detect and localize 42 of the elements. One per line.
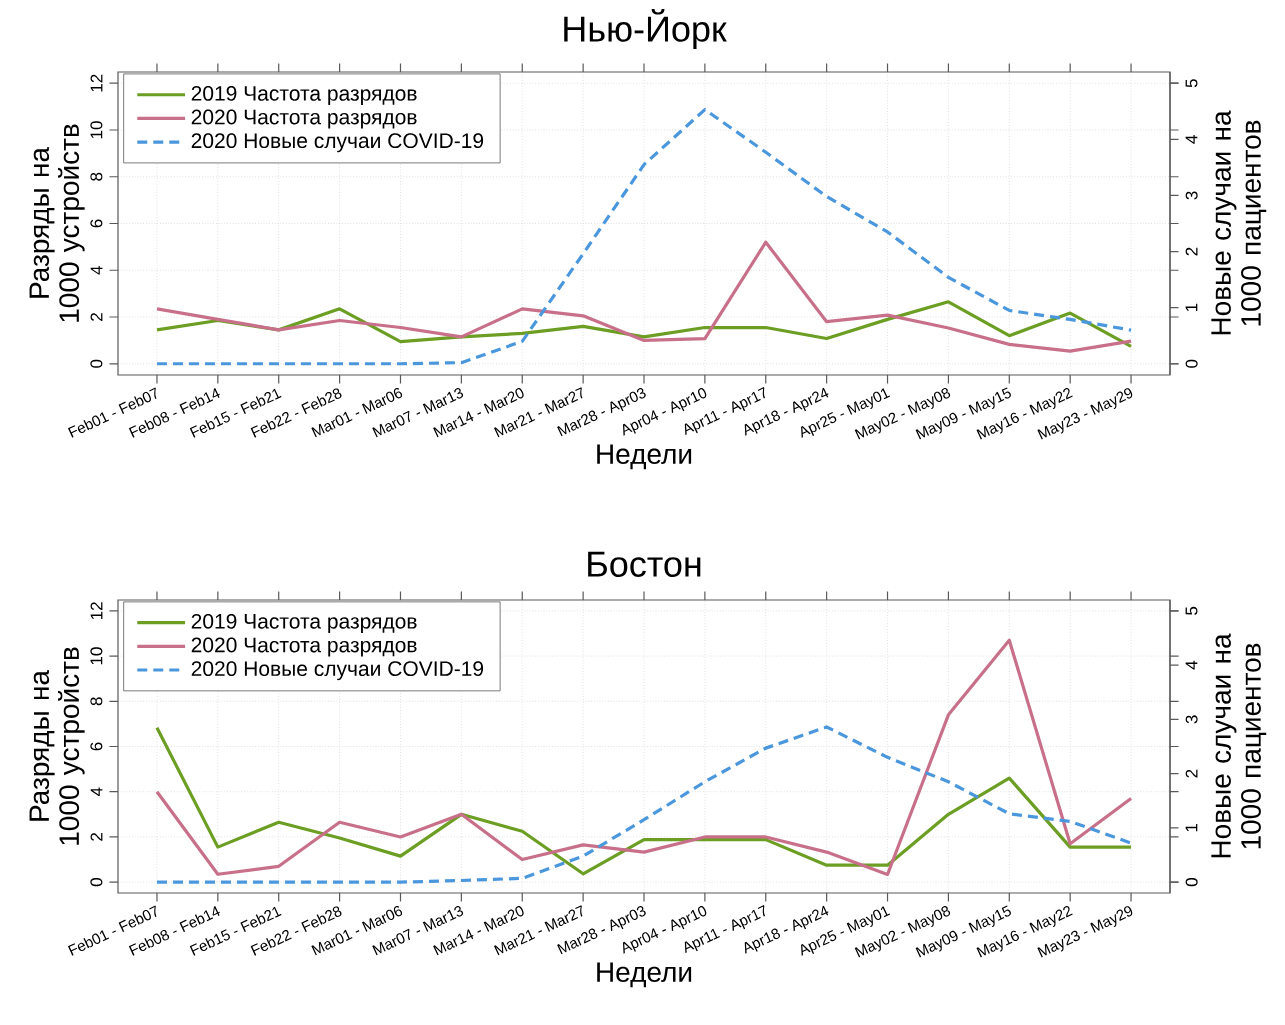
y2-axis-title: Новые случаи на 1000 пациентов (1211, 110, 1267, 335)
y2-tick-label: 4 (1185, 660, 1198, 670)
legend-label: 2020 Частота разрядов (191, 637, 417, 657)
y2-tick-label: 5 (1185, 79, 1198, 88)
y-tick-label: 4 (90, 787, 103, 797)
legend-label: 2019 Частота разрядов (191, 85, 417, 105)
chart-title: Бостон (588, 551, 701, 577)
y2-tick-label: 2 (1185, 769, 1198, 778)
legend-label: 2020 Новые случаи COVID-19 (191, 133, 484, 153)
y-tick-label: 2 (90, 833, 103, 841)
y-tick-label: 10 (90, 647, 103, 665)
y-axis-title: Разряды на 1000 устройств (29, 124, 85, 322)
y2-tick-label: 3 (1185, 191, 1198, 200)
y-tick-label: 2 (90, 313, 103, 321)
y-tick-label: 8 (90, 697, 103, 706)
x-axis-title: Недели (597, 962, 692, 988)
y-tick-label: 8 (90, 172, 103, 181)
legend-label: 2019 Частота разрядов (191, 613, 417, 633)
y2-tick-label: 5 (1185, 606, 1198, 615)
y-tick-label: 4 (90, 266, 103, 275)
y-tick-label: 0 (90, 878, 103, 887)
y-tick-label: 10 (90, 121, 103, 139)
y-tick-label: 6 (90, 219, 103, 228)
y2-tick-label: 1 (1185, 823, 1198, 832)
y-tick-label: 6 (90, 742, 103, 751)
y-tick-label: 12 (90, 602, 103, 620)
y2-tick-label: 2 (1185, 247, 1198, 256)
y2-tick-label: 0 (1185, 878, 1198, 887)
legend-label: 2020 Новые случаи COVID-19 (191, 661, 484, 681)
y2-tick-label: 1 (1185, 303, 1198, 312)
legend-label: 2020 Частота разрядов (191, 109, 417, 129)
line-series (155, 240, 1133, 353)
x-axis-title: Недели (597, 444, 692, 470)
chart-title: Нью-Йорк (564, 8, 727, 49)
y2-tick-label: 0 (1185, 359, 1198, 368)
y-tick-label: 0 (90, 359, 103, 368)
y2-axis-title: Новые случаи на 1000 пациентов (1211, 633, 1267, 858)
y-tick-label: 12 (90, 74, 103, 92)
y2-tick-label: 3 (1185, 715, 1198, 724)
y-axis-title: Разряды на 1000 устройств (29, 647, 85, 845)
y2-tick-label: 4 (1185, 135, 1198, 144)
line-series (155, 638, 1133, 877)
